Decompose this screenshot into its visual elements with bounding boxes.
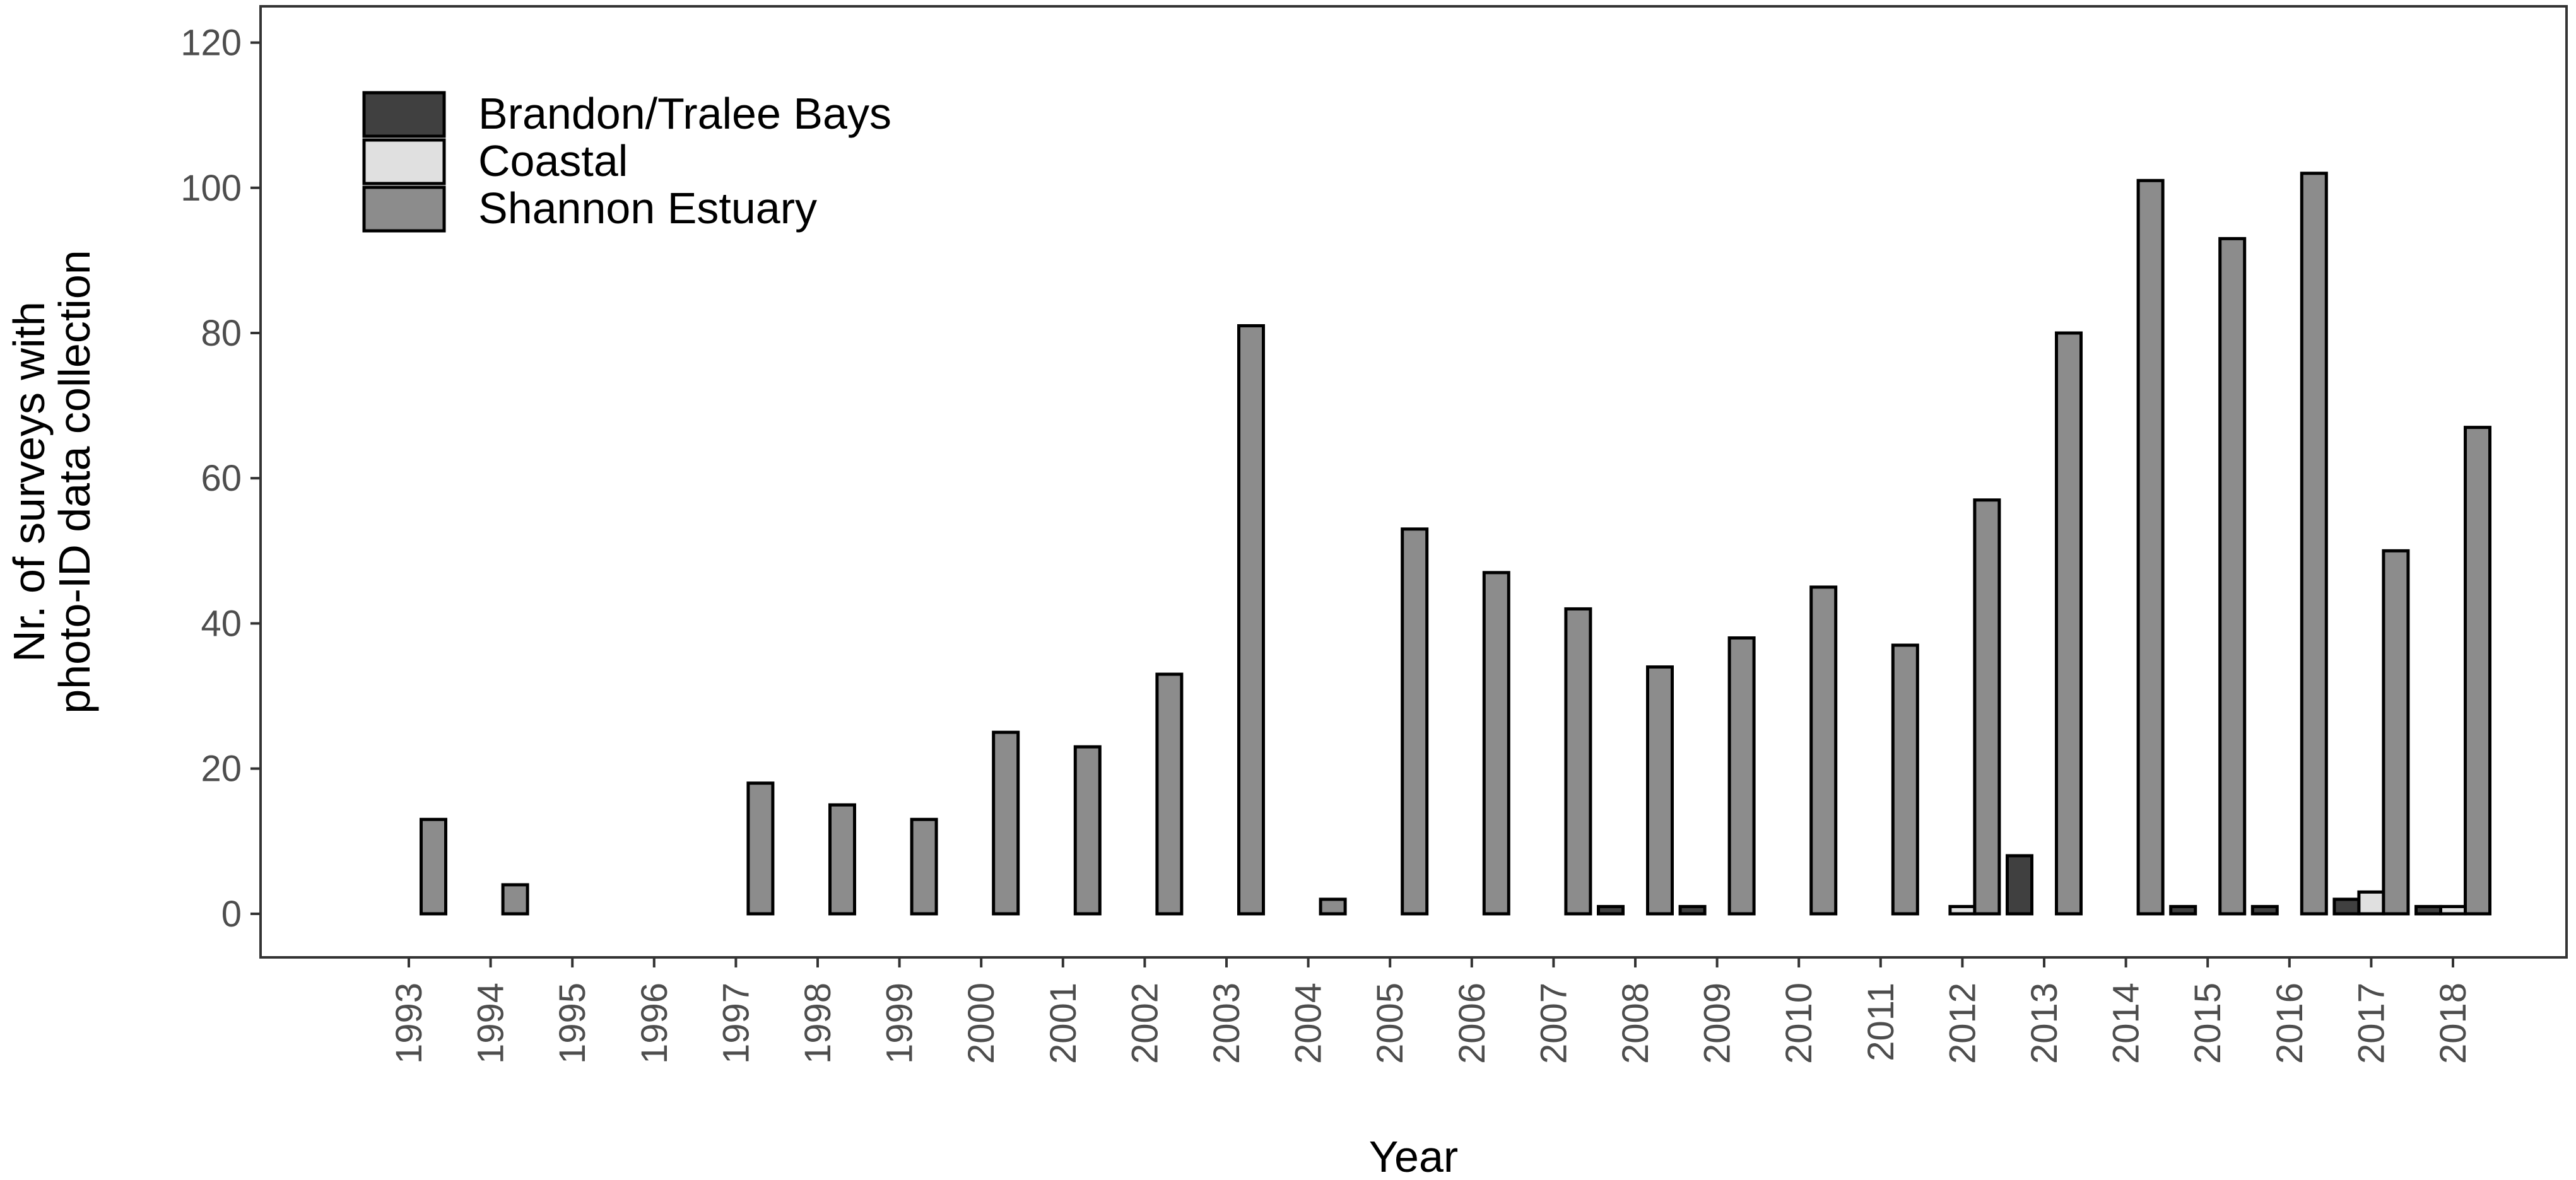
- y-axis-title-line: Nr. of surveys with: [4, 301, 54, 662]
- bar-shannon-estuary-1997: [746, 781, 775, 916]
- bar-shannon-estuary-2005: [1401, 527, 1429, 916]
- legend-label: Coastal: [478, 136, 628, 185]
- x-axis: 1993 1994 1995 1996 1997 1998 1999 2000 2001 2002…: [389, 957, 2474, 1064]
- bar-shannon-estuary-2017: [2382, 549, 2410, 916]
- bar-coastal-2012: [1948, 904, 1977, 916]
- bar-shannon-estuary-2004: [1319, 897, 1347, 916]
- bar-shannon-estuary-2008: [1646, 665, 1674, 916]
- bar-shannon-estuary-1998: [828, 803, 856, 916]
- x-axis-title: Year: [1369, 1132, 1458, 1180]
- bar-shannon-estuary-1999: [910, 817, 938, 916]
- y-tick-label: 120: [180, 23, 242, 64]
- bar-shannon-estuary-2015: [2218, 237, 2247, 916]
- legend-label: Shannon Estuary: [478, 184, 817, 233]
- x-tick-label: 2004: [1288, 983, 1329, 1064]
- x-tick-label: 1998: [797, 983, 838, 1064]
- x-tick-label: 2003: [1206, 983, 1247, 1064]
- bar-shannon-estuary-2006: [1482, 571, 1510, 916]
- bar-shannon-estuary-2002: [1155, 672, 1184, 916]
- x-tick-label: 2013: [2024, 983, 2065, 1064]
- y-tick-label: 100: [180, 168, 242, 209]
- x-tick-label: 2008: [1615, 983, 1656, 1064]
- x-tick-label: 2016: [2269, 983, 2310, 1064]
- bar-coastal-2017: [2357, 890, 2385, 916]
- x-tick-label: 1994: [471, 983, 512, 1064]
- bar-shannon-estuary-2016: [2300, 172, 2328, 916]
- x-tick-label: 2012: [1942, 983, 1983, 1064]
- bar-shannon-estuary-2011: [1891, 643, 1919, 916]
- y-tick-label: 40: [201, 603, 242, 644]
- x-tick-label: 2007: [1533, 983, 1574, 1064]
- bar-shannon-estuary-1994: [501, 883, 529, 916]
- y-axis-title-line: photo-ID data collection: [50, 250, 99, 713]
- y-tick-label: 20: [201, 749, 242, 790]
- legend-swatch: [362, 185, 446, 233]
- x-tick-label: 1993: [389, 983, 430, 1064]
- y-tick-label: 0: [221, 894, 242, 935]
- x-tick-label: 2001: [1043, 983, 1084, 1064]
- y-tick-label: 60: [201, 458, 242, 499]
- x-tick-label: 2018: [2433, 983, 2474, 1064]
- x-tick-label: 2010: [1779, 983, 1820, 1064]
- bar-brandon-tralee-bays-2015: [2169, 904, 2197, 916]
- bar-brandon-tralee-bays-2008: [1597, 904, 1625, 916]
- bar-brandon-tralee-bays-2009: [1678, 904, 1707, 916]
- bar-brandon-tralee-bays-2016: [2250, 904, 2279, 916]
- x-tick-label: 2009: [1697, 983, 1738, 1064]
- x-tick-label: 2011: [1861, 983, 1902, 1061]
- x-tick-label: 1997: [715, 983, 756, 1064]
- bar-shannon-estuary-2001: [1073, 745, 1102, 916]
- x-tick-label: 2005: [1370, 983, 1411, 1064]
- bar-brandon-tralee-bays-2018: [2414, 904, 2442, 916]
- x-tick-label: 2015: [2187, 983, 2228, 1064]
- x-tick-label: 1995: [552, 983, 593, 1064]
- x-tick-label: 1996: [634, 983, 675, 1064]
- bar-shannon-estuary-1993: [420, 817, 447, 916]
- bar-shannon-estuary-2009: [1727, 636, 1756, 916]
- y-tick-label: 80: [201, 313, 242, 354]
- x-tick-label: 1999: [879, 983, 920, 1064]
- x-tick-label: 2014: [2106, 983, 2147, 1064]
- bar-shannon-estuary-2018: [2464, 426, 2491, 916]
- bar-series-group: [420, 172, 2491, 916]
- legend-swatch: [362, 138, 446, 185]
- x-tick-label: 2017: [2351, 983, 2392, 1064]
- bar-brandon-tralee-bays-2013: [2006, 854, 2033, 916]
- bar-shannon-estuary-2007: [1564, 607, 1592, 916]
- bar-brandon-tralee-bays-2017: [2332, 897, 2361, 916]
- bar-shannon-estuary-2012: [1973, 498, 2001, 916]
- bar-shannon-estuary-2014: [2136, 178, 2165, 916]
- x-tick-label: 2000: [961, 983, 1002, 1064]
- y-axis: 0 20 40 60 80 100 120: [180, 23, 261, 935]
- bar-shannon-estuary-2000: [992, 730, 1020, 916]
- bar-coastal-2018: [2439, 904, 2467, 916]
- legend-swatch: [362, 91, 446, 138]
- bar-shannon-estuary-2003: [1237, 324, 1265, 916]
- plot-panel-border: [259, 5, 2568, 959]
- legend-label: Brandon/Tralee Bays: [478, 89, 891, 138]
- x-tick-label: 2002: [1124, 983, 1165, 1064]
- bar-shannon-estuary-2010: [1809, 585, 1838, 916]
- x-tick-label: 2006: [1452, 983, 1493, 1064]
- bar-shannon-estuary-2013: [2055, 331, 2083, 916]
